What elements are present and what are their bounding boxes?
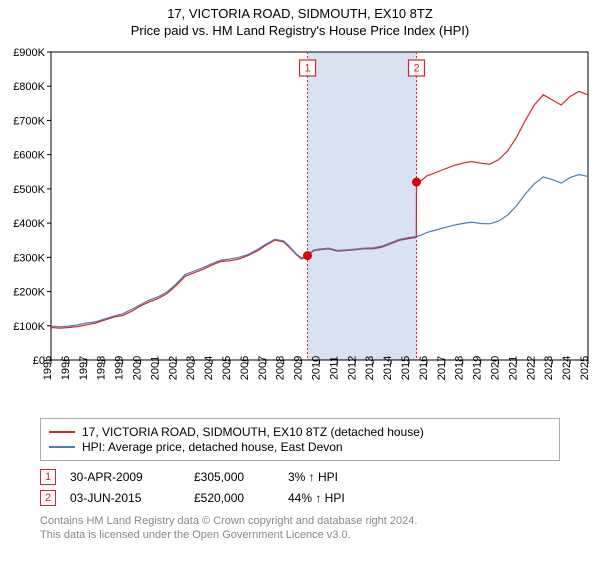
x-tick-label: 2000 <box>132 356 144 380</box>
x-tick-label: 2005 <box>221 356 233 380</box>
x-tick-label: 2002 <box>167 356 179 380</box>
x-tick-label: 2018 <box>454 356 466 380</box>
legend-swatch <box>49 446 75 448</box>
x-tick-label: 2006 <box>239 356 251 380</box>
sale-row-pct: 3% ↑ HPI <box>288 470 338 484</box>
title-main: 17, VICTORIA ROAD, SIDMOUTH, EX10 8TZ <box>0 6 600 21</box>
footnote-line1: Contains HM Land Registry data © Crown c… <box>40 514 560 528</box>
x-tick-label: 2011 <box>328 356 340 380</box>
y-tick-label: £900K <box>13 47 45 59</box>
x-tick-label: 2024 <box>561 356 573 380</box>
x-tick-label: 2019 <box>472 356 484 380</box>
y-tick-label: £800K <box>13 81 45 93</box>
x-tick-label: 1997 <box>78 356 90 380</box>
x-tick-label: 2012 <box>346 356 358 380</box>
x-tick-label: 2004 <box>203 356 215 380</box>
x-tick-label: 2020 <box>490 356 502 380</box>
sales-table: 1 30-APR-2009 £305,000 3% ↑ HPI 2 03-JUN-2015… <box>40 469 560 506</box>
sale-row-price: £520,000 <box>194 491 274 505</box>
sale-row-marker: 1 <box>40 469 56 485</box>
sale-marker-dot-1 <box>304 252 312 260</box>
x-tick-label: 2007 <box>257 356 269 380</box>
x-tick-label: 2023 <box>543 356 555 380</box>
x-tick-label: 1996 <box>60 356 72 380</box>
sale-row: 1 30-APR-2009 £305,000 3% ↑ HPI <box>40 469 560 485</box>
y-tick-label: £100K <box>13 321 45 333</box>
sale-row-date: 03-JUN-2015 <box>70 491 180 505</box>
y-tick-label: £600K <box>13 150 45 162</box>
x-tick-label: 2021 <box>507 356 519 380</box>
y-tick-label: £700K <box>13 115 45 127</box>
x-tick-label: 2009 <box>293 356 305 380</box>
x-tick-label: 2025 <box>579 356 591 380</box>
sale-marker-dot-2 <box>413 178 421 186</box>
sale-row-marker: 2 <box>40 490 56 506</box>
sale-row: 2 03-JUN-2015 £520,000 44% ↑ HPI <box>40 490 560 506</box>
y-tick-label: £200K <box>13 287 45 299</box>
y-tick-label: £300K <box>13 252 45 264</box>
x-tick-label: 2010 <box>311 356 323 380</box>
x-tick-label: 2003 <box>185 356 197 380</box>
x-tick-label: 2017 <box>436 356 448 380</box>
sale-marker-num-2: 2 <box>413 62 419 74</box>
legend: 17, VICTORIA ROAD, SIDMOUTH, EX10 8TZ (d… <box>40 418 560 461</box>
x-tick-label: 1995 <box>42 356 54 380</box>
legend-label: 17, VICTORIA ROAD, SIDMOUTH, EX10 8TZ (d… <box>82 425 424 439</box>
sale-marker-num-1: 1 <box>304 62 310 74</box>
sale-row-pct: 44% ↑ HPI <box>288 491 345 505</box>
x-tick-label: 2016 <box>418 356 430 380</box>
sale-row-date: 30-APR-2009 <box>70 470 180 484</box>
x-tick-label: 2014 <box>382 356 394 380</box>
chart: £0£100K£200K£300K£400K£500K£600K£700K£80… <box>0 42 600 412</box>
footnote-line2: This data is licensed under the Open Gov… <box>40 528 560 542</box>
x-tick-label: 2001 <box>149 356 161 380</box>
legend-row: HPI: Average price, detached house, East… <box>49 440 551 454</box>
chart-svg: £0£100K£200K£300K£400K£500K£600K£700K£80… <box>0 42 600 412</box>
shaded-band <box>308 52 417 360</box>
x-tick-label: 1998 <box>96 356 108 380</box>
y-tick-label: £500K <box>13 184 45 196</box>
legend-label: HPI: Average price, detached house, East… <box>82 440 343 454</box>
legend-swatch <box>49 431 75 433</box>
x-tick-label: 2015 <box>400 356 412 380</box>
footnote: Contains HM Land Registry data © Crown c… <box>40 514 560 543</box>
legend-row: 17, VICTORIA ROAD, SIDMOUTH, EX10 8TZ (d… <box>49 425 551 439</box>
title-sub: Price paid vs. HM Land Registry's House … <box>0 23 600 38</box>
x-tick-label: 2022 <box>525 356 537 380</box>
sale-row-price: £305,000 <box>194 470 274 484</box>
y-tick-label: £400K <box>13 218 45 230</box>
x-tick-label: 2013 <box>364 356 376 380</box>
x-tick-label: 2008 <box>275 356 287 380</box>
x-tick-label: 1999 <box>114 356 126 380</box>
